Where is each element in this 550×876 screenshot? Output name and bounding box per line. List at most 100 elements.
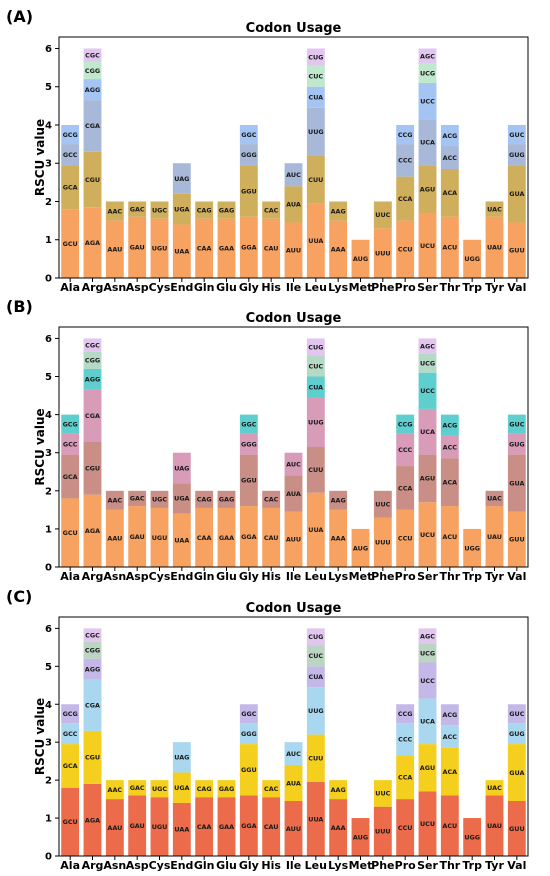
bar-segment-ala-gca (61, 454, 80, 499)
x-tick-label-pro: Pro (395, 859, 416, 872)
codon-label-gaa: GAA (219, 534, 234, 542)
bar-segment-gly-ggu (239, 165, 258, 217)
x-tick-label-tyr: Tyr (485, 281, 504, 294)
codon-label-gug: GUG (509, 440, 525, 448)
bar-stack-cys: UGU UGC (150, 490, 169, 567)
bar-segment-phe-uuu (373, 517, 392, 567)
bar-segment-arg-cgg (83, 61, 102, 80)
bar-segment-gly-gga (239, 795, 258, 856)
codon-label-ggc: GGC (241, 710, 256, 718)
bar-segment-glu-gag (217, 201, 236, 219)
codon-label-acg: ACG (442, 421, 457, 429)
x-tick-label-end: End (170, 281, 193, 294)
codon-label-gcg: GCG (63, 420, 78, 428)
x-tick-label-glu: Glu (216, 859, 237, 872)
bar-segment-ala-gcg (61, 414, 80, 434)
bar-segment-leu-cuc (306, 65, 325, 87)
codon-label-cca: CCA (398, 195, 412, 203)
codon-label-uac: UAC (487, 495, 502, 503)
bar-segment-ala-gcu (61, 787, 80, 856)
y-axis-label: RSCU value (33, 408, 47, 485)
codon-label-cuc: CUC (309, 652, 324, 660)
y-tick-label: 3 (45, 159, 52, 170)
codon-label-ccc: CCC (398, 446, 412, 454)
x-tick-label-pro: Pro (395, 570, 416, 583)
bar-stack-met: AUG (351, 528, 370, 567)
bar-segment-end-uga (172, 193, 191, 225)
bar-stack-asn: AAU AAC (105, 490, 124, 567)
bar-segment-ser-ucc (418, 662, 437, 699)
bar-segment-gly-ggc (239, 704, 258, 724)
bar-stack-ile: AUU AUA AUC (284, 742, 303, 856)
x-tick-label-thr: Thr (439, 570, 460, 583)
codon-label-aau: AAU (107, 824, 122, 832)
codon-label-cuu: CUU (308, 176, 323, 184)
panel-label: (A) (6, 7, 33, 26)
codon-label-gcc: GCC (63, 730, 78, 738)
bar-segment-thr-acc (440, 725, 459, 748)
codon-label-aag: AAG (331, 497, 346, 505)
x-tick-label-asp: Asp (126, 281, 149, 294)
bar-segment-phe-uuc (373, 780, 392, 807)
codon-label-cua: CUA (309, 673, 324, 681)
codon-label-ccu: CCU (398, 535, 413, 543)
y-tick-label: 5 (45, 82, 52, 93)
bar-stack-asn: AAU AAC (105, 780, 124, 856)
codon-label-aca: ACA (443, 189, 458, 197)
bar-segment-ser-ucc (418, 82, 437, 120)
bar-segment-pro-ccu (396, 799, 415, 856)
x-tick-label-leu: Leu (305, 281, 327, 294)
bar-segment-asp-gau (128, 506, 147, 567)
x-tick-label-ala: Ala (60, 281, 80, 294)
bar-segment-tyr-uau (485, 216, 504, 278)
codon-label-gcu: GCU (63, 240, 78, 248)
bar-segment-ser-agc (418, 338, 437, 354)
codon-label-cua: CUA (309, 94, 324, 102)
bar-segment-leu-cuc (306, 645, 325, 667)
bar-segment-ala-gcc (61, 723, 80, 745)
codon-label-aca: ACA (443, 479, 458, 487)
bar-segment-glu-gag (217, 490, 236, 508)
bar-stack-leu: UUA CUU UUG CUA CUC CUG (306, 628, 325, 856)
x-tick-label-gly: Gly (239, 859, 259, 872)
codon-label-uaa: UAA (174, 826, 189, 834)
codon-label-guu: GUU (509, 247, 525, 255)
bar-segment-leu-cua (306, 86, 325, 108)
codon-label-ucc: UCC (420, 677, 435, 685)
codon-label-uua: UUA (308, 237, 323, 245)
codon-label-guc: GUC (509, 131, 524, 139)
codon-label-gca: GCA (63, 473, 78, 481)
codon-label-cac: CAC (264, 206, 279, 214)
bar-stack-ala: GCU GCA GCC GCG (61, 414, 80, 567)
codon-label-aag: AAG (331, 786, 346, 794)
codon-label-uuu: UUU (375, 828, 391, 836)
bar-segment-ala-gcc (61, 144, 80, 166)
bar-segment-arg-cgg (83, 351, 102, 369)
codon-label-gga: GGA (241, 822, 256, 830)
codon-label-ugu: UGU (152, 245, 168, 253)
bar-segment-ser-ucg (418, 643, 437, 663)
x-tick-label-ser: Ser (417, 570, 438, 583)
y-tick-label: 1 (45, 814, 52, 825)
chart-panel-2: (B) Codon Usage GCU GCA GCC GCG AGA CGU CGA AGG CG… (6, 297, 529, 583)
codon-label-gag: GAG (219, 496, 234, 504)
bar-segment-thr-acc (440, 435, 459, 459)
bar-segment-ile-aua (284, 764, 303, 801)
codon-label-cug: CUG (308, 343, 323, 351)
codon-label-gac: GAC (130, 784, 145, 792)
bar-segment-arg-cgu (83, 441, 102, 495)
bar-segment-leu-uua (306, 782, 325, 856)
x-tick-label-trp: Trp (462, 281, 482, 294)
bar-segment-asp-gac (128, 780, 147, 796)
bar-stack-tyr: UAU UAC (485, 490, 504, 567)
bar-segment-ser-ucu (418, 502, 437, 567)
codon-label-acc: ACC (443, 443, 458, 451)
bar-segment-met-aug (351, 818, 370, 856)
bar-segment-asn-aac (105, 201, 124, 221)
codon-label-guc: GUC (509, 710, 524, 718)
bar-segment-lys-aaa (329, 799, 348, 856)
bar-segment-ser-uca (418, 408, 437, 455)
bar-segment-val-gua (507, 165, 526, 223)
codon-label-ggu: GGU (241, 766, 257, 774)
bar-segment-leu-uug (306, 687, 325, 735)
